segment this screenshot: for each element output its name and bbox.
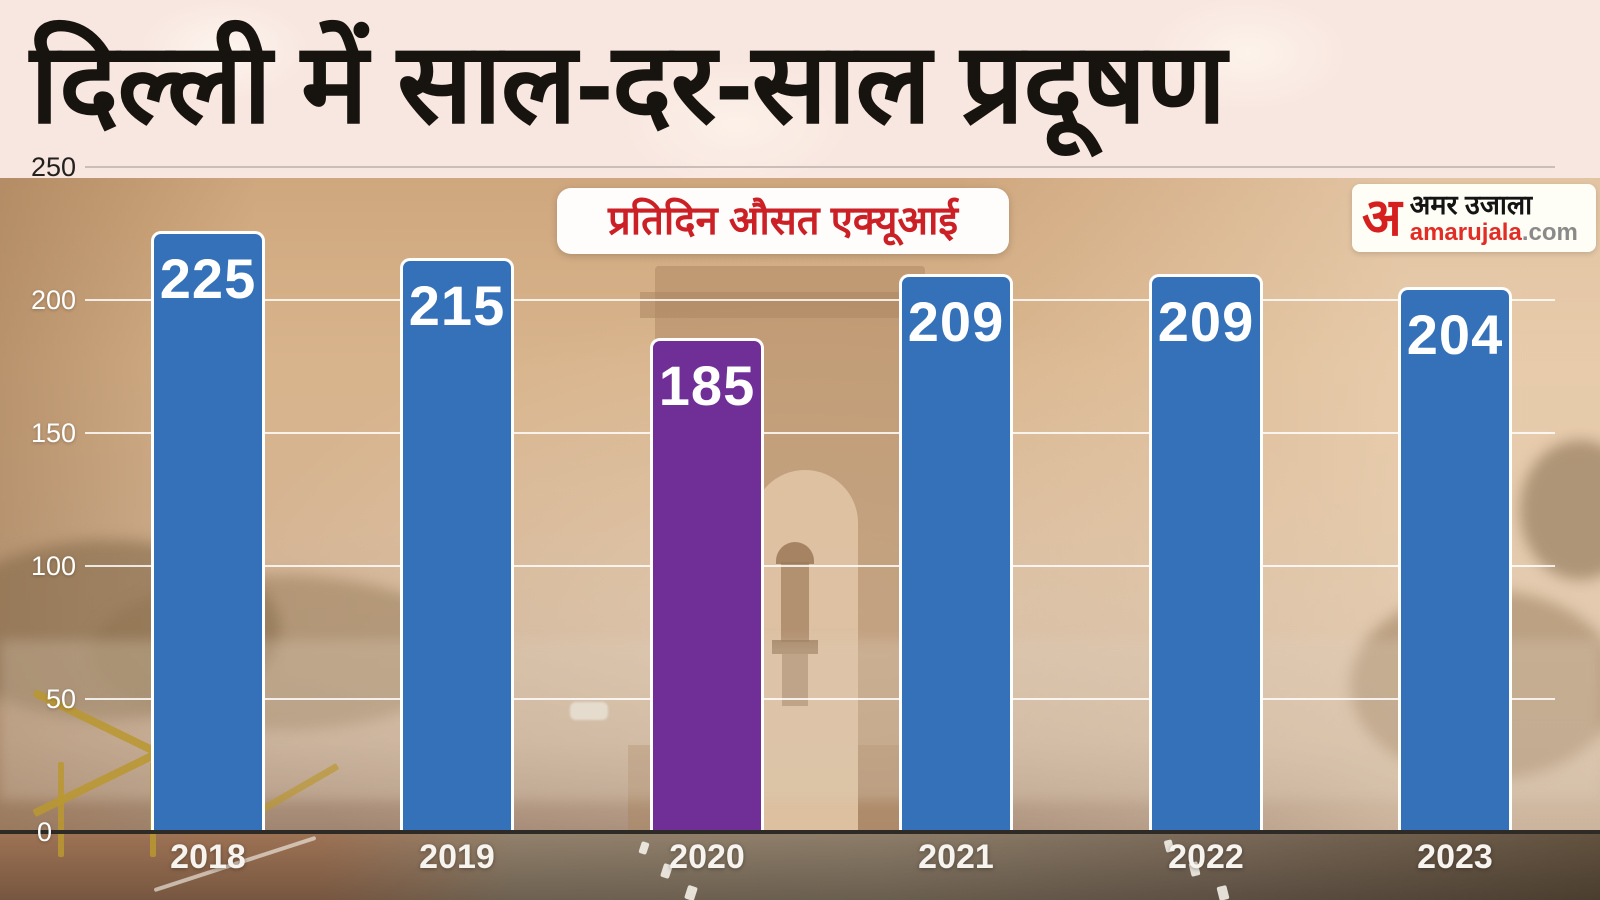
bar-2021: 209 — [899, 274, 1013, 830]
bar-value-label: 185 — [658, 354, 756, 417]
subtitle-badge: प्रतिदिन औसत एक्यूआई — [557, 188, 1009, 254]
canopy-pedestal — [772, 640, 818, 654]
x-axis-line — [0, 830, 1600, 834]
car — [570, 702, 608, 720]
bar-2022: 209 — [1149, 274, 1263, 830]
bar-value-label: 225 — [159, 247, 257, 310]
y-axis-tick: 200 — [30, 285, 76, 315]
x-axis-label-2019: 2019 — [419, 838, 495, 876]
canopy-body — [781, 562, 809, 642]
x-axis-label-2021: 2021 — [918, 838, 994, 876]
logo-site-gray: .com — [1521, 218, 1578, 246]
x-axis-label-2018: 2018 — [170, 838, 246, 876]
y-axis-tick: 0 — [36, 817, 52, 847]
logo-website: amarujala.com — [1409, 218, 1578, 246]
barricade-leg — [58, 762, 64, 857]
road — [0, 832, 1600, 900]
canopy-plinth — [782, 654, 808, 706]
gridline — [85, 166, 1555, 168]
gridline — [85, 698, 1555, 700]
amar-ujala-logo-mark-icon: अ — [1362, 189, 1402, 247]
gridline — [85, 432, 1555, 434]
x-axis-label-2020: 2020 — [669, 838, 745, 876]
y-axis-tick: 50 — [45, 684, 76, 714]
canopy-dome — [776, 542, 814, 564]
bar-value-label: 204 — [1406, 303, 1504, 366]
x-axis-label-2022: 2022 — [1168, 838, 1244, 876]
y-axis-tick: 100 — [30, 551, 76, 581]
gridline — [85, 299, 1555, 301]
header-band: दिल्ली में साल-दर-साल प्रदूषण — [0, 0, 1600, 178]
y-axis-tick: 150 — [30, 418, 76, 448]
gridline — [85, 565, 1555, 567]
y-axis-tick: 250 — [30, 152, 76, 182]
logo-brand-name: अमर उजाला — [1409, 190, 1533, 221]
amar-ujala-logo: अ अमर उजाला amarujala.com — [1352, 184, 1596, 252]
bar-2023: 204 — [1398, 287, 1512, 830]
india-gate-cornice — [640, 292, 940, 318]
logo-site-red: amarujala — [1409, 218, 1522, 246]
bar-value-label: 209 — [1157, 290, 1255, 353]
bar-value-label: 215 — [408, 274, 506, 337]
logo-text: अमर उजाला amarujala.com — [1410, 191, 1578, 245]
bar-2019: 215 — [400, 258, 514, 830]
bar-2018: 225 — [151, 231, 265, 830]
page-title: दिल्ली में साल-दर-साल प्रदूषण — [30, 21, 1226, 146]
smog-haze — [0, 640, 1600, 800]
bar-2020: 185 — [650, 338, 764, 830]
bar-value-label: 209 — [907, 290, 1005, 353]
x-axis-label-2023: 2023 — [1417, 838, 1493, 876]
